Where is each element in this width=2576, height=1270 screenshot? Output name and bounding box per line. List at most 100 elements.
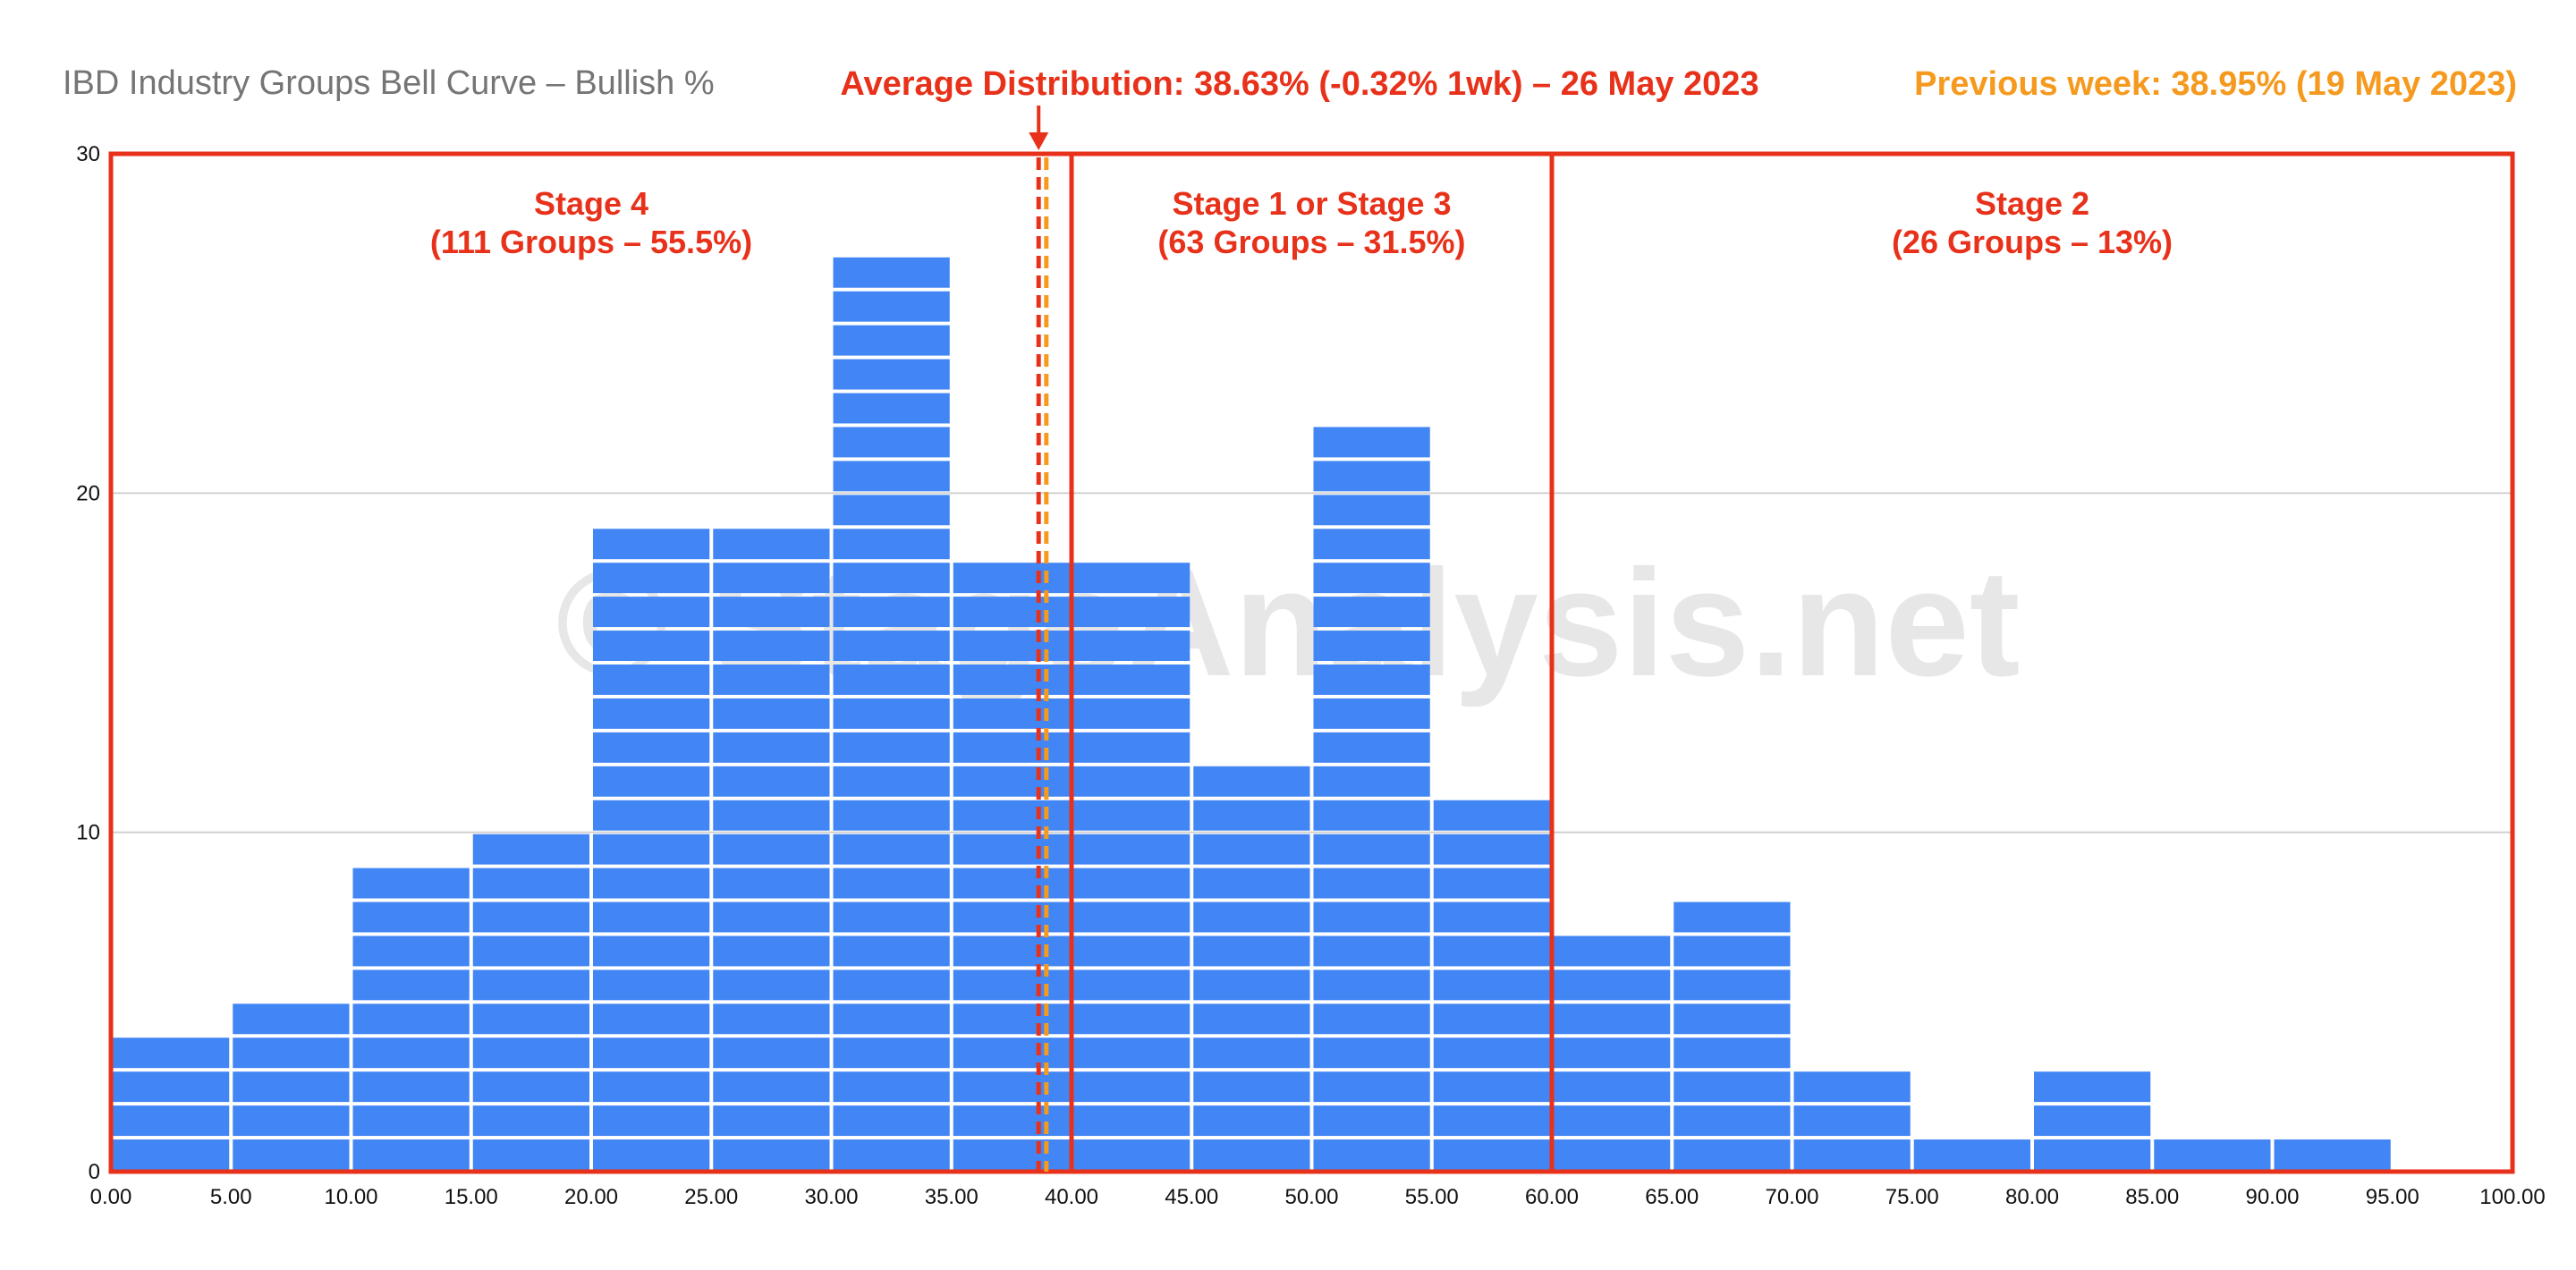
bar-unit — [953, 1071, 1070, 1103]
bar-unit — [1313, 698, 1430, 729]
bar-unit — [1674, 1139, 1791, 1170]
bar-unit — [1433, 936, 1550, 967]
bar-unit — [1674, 902, 1791, 933]
bar-unit — [593, 1139, 710, 1170]
bar-unit — [1433, 1037, 1550, 1069]
bar-unit — [953, 766, 1070, 797]
bar-unit — [1313, 1139, 1430, 1170]
bar-unit — [833, 1139, 950, 1170]
bar-unit — [593, 698, 710, 729]
bar-unit — [953, 597, 1070, 628]
bar-unit — [1554, 1037, 1671, 1069]
stage-regions: Stage 4(111 Groups – 55.5%) Stage 1 or St… — [108, 151, 2515, 1174]
bar-unit — [472, 1037, 589, 1069]
bar-unit — [352, 1037, 470, 1069]
bar-unit — [1313, 427, 1430, 458]
bar-unit — [1193, 969, 1310, 1001]
bar-unit — [713, 1139, 830, 1170]
bar-unit — [1073, 936, 1191, 967]
bar-unit — [1193, 834, 1310, 865]
bar-unit — [713, 936, 830, 967]
bar-unit — [713, 529, 830, 560]
histogram-bar — [593, 529, 710, 1170]
x-tick-label: 75.00 — [1885, 1185, 1939, 1209]
y-tick-label: 10 — [76, 821, 100, 845]
bar-unit — [833, 902, 950, 933]
bar-unit — [1433, 969, 1550, 1001]
bar-unit — [833, 631, 950, 661]
bar-unit — [1193, 1139, 1310, 1170]
bar-unit — [1913, 1139, 2030, 1170]
bar-unit — [1554, 1139, 1671, 1170]
bar-unit — [713, 834, 830, 865]
bar-unit — [593, 665, 710, 695]
bar-unit — [713, 1071, 830, 1103]
bar-unit — [1313, 969, 1430, 1001]
bar-unit — [352, 868, 470, 899]
bar-unit — [1554, 1003, 1671, 1035]
bar-unit — [113, 1105, 230, 1137]
bar-unit — [593, 1105, 710, 1137]
bar-unit — [713, 1003, 830, 1035]
histogram-bar — [1913, 1139, 2030, 1170]
bar-unit — [833, 359, 950, 390]
bar-unit — [1073, 1139, 1191, 1170]
bar-unit — [1313, 461, 1430, 492]
bar-unit — [593, 631, 710, 661]
bar-unit — [2274, 1139, 2391, 1170]
bar-unit — [593, 529, 710, 560]
bar-unit — [833, 1003, 950, 1035]
bar-unit — [953, 698, 1070, 729]
bar-unit — [352, 936, 470, 967]
bar-unit — [1073, 665, 1191, 695]
bar-unit — [953, 969, 1070, 1001]
bar-unit — [713, 868, 830, 899]
bar-unit — [1193, 1037, 1310, 1069]
bar-unit — [113, 1037, 230, 1069]
bar-unit — [1193, 1105, 1310, 1137]
histogram-bar — [2034, 1071, 2151, 1170]
bar-unit — [833, 1071, 950, 1103]
bar-unit — [1073, 766, 1191, 797]
bar-unit — [1193, 766, 1310, 797]
average-distribution-label: Average Distribution: 38.63% (-0.32% 1wk… — [840, 65, 1758, 103]
x-tick-label: 80.00 — [2005, 1185, 2059, 1209]
x-tick-label: 85.00 — [2125, 1185, 2179, 1209]
bar-unit — [833, 868, 950, 899]
bar-unit — [593, 936, 710, 967]
bar-unit — [1433, 1105, 1550, 1137]
bar-unit — [833, 291, 950, 322]
bar-unit — [1313, 766, 1430, 797]
bar-unit — [1554, 1105, 1671, 1137]
bar-unit — [953, 868, 1070, 899]
bar-unit — [472, 834, 589, 865]
bar-unit — [953, 1003, 1070, 1035]
bar-unit — [833, 393, 950, 424]
bar-unit — [1674, 1037, 1791, 1069]
x-tick-label: 70.00 — [1765, 1185, 1818, 1209]
bar-unit — [1073, 698, 1191, 729]
bar-unit — [1193, 868, 1310, 899]
bar-unit — [1313, 902, 1430, 933]
x-tick-label: 45.00 — [1165, 1185, 1218, 1209]
stage-region-box — [1549, 151, 2515, 1174]
x-tick-label: 90.00 — [2245, 1185, 2299, 1209]
stage-group-count: (26 Groups – 13%) — [1892, 224, 2173, 260]
bar-unit — [833, 936, 950, 967]
bar-unit — [1073, 732, 1191, 763]
bar-unit — [472, 868, 589, 899]
bar-unit — [1313, 936, 1430, 967]
bar-unit — [713, 1037, 830, 1069]
bar-unit — [713, 902, 830, 933]
bar-unit — [1674, 936, 1791, 967]
x-tick-label: 65.00 — [1645, 1185, 1699, 1209]
bar-unit — [1313, 1105, 1430, 1137]
y-tick-label: 30 — [76, 142, 100, 166]
x-tick-label: 5.00 — [210, 1185, 252, 1209]
bar-unit — [1313, 732, 1430, 763]
bar-unit — [472, 1105, 589, 1137]
bar-unit — [593, 834, 710, 865]
bar-unit — [1433, 834, 1550, 865]
histogram-bar — [1433, 800, 1550, 1170]
histogram-bar — [1554, 936, 1671, 1170]
